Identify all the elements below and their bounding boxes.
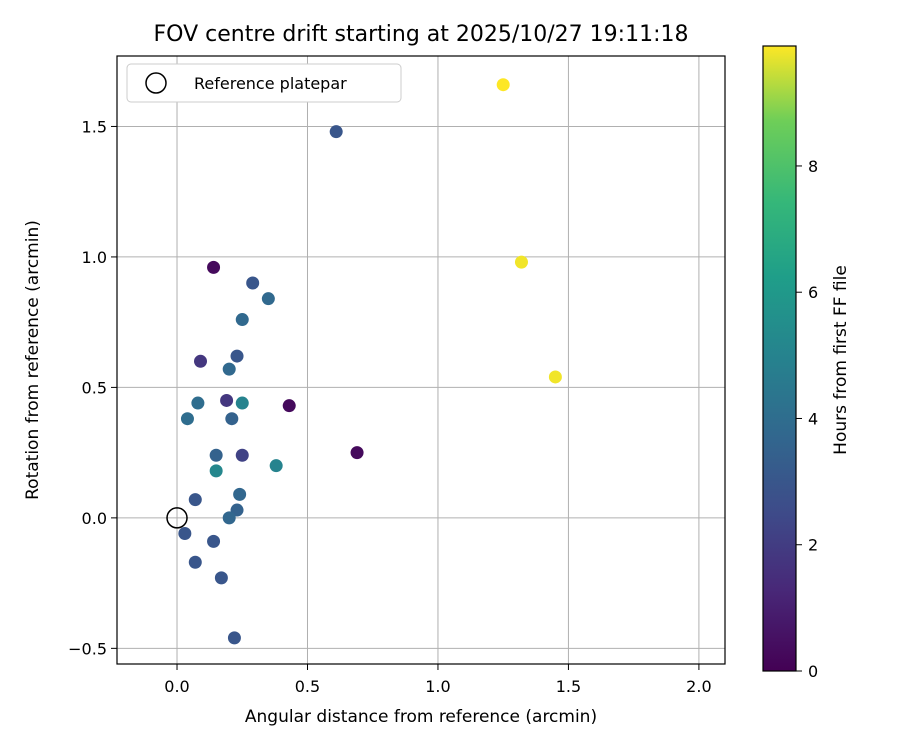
data-point — [180, 412, 194, 426]
data-point — [214, 571, 228, 585]
data-points — [178, 78, 562, 645]
legend-box — [126, 63, 402, 103]
grid — [117, 56, 725, 664]
data-point — [235, 396, 249, 410]
data-point — [282, 399, 296, 413]
colorbar-tick-label: 2 — [808, 536, 818, 555]
data-point — [235, 448, 249, 462]
data-point — [227, 631, 241, 645]
data-point — [225, 412, 239, 426]
x-tick-label: 2.0 — [686, 677, 711, 696]
y-axis-ticks: −0.5 0.0 0.5 1.0 1.5 — [68, 117, 117, 658]
data-point — [188, 555, 202, 569]
colorbar-tick-label: 8 — [808, 157, 818, 176]
reference-platepar-marker — [166, 507, 188, 529]
data-point — [188, 493, 202, 507]
x-tick-label: 1.5 — [556, 677, 581, 696]
data-point — [548, 370, 562, 384]
legend: Reference platepar — [126, 63, 402, 103]
colorbar-frame — [762, 45, 797, 672]
colorbar-tick-label: 6 — [808, 283, 818, 302]
data-point — [191, 396, 205, 410]
data-point — [207, 534, 221, 548]
y-axis-label: Rotation from reference (arcmin) — [23, 220, 43, 500]
x-tick-label: 0.0 — [164, 677, 189, 696]
data-point — [222, 362, 236, 376]
data-point — [220, 393, 234, 407]
data-point — [209, 464, 223, 478]
colorbar-tick-label: 0 — [808, 662, 818, 681]
data-point — [235, 313, 249, 327]
y-tick-label: −0.5 — [68, 639, 107, 658]
legend-marker-icon — [145, 72, 167, 94]
legend-entry-reference-platepar: Reference platepar — [194, 74, 347, 93]
plot-frame — [116, 55, 726, 665]
data-point — [194, 354, 208, 368]
y-tick-label: 0.0 — [82, 509, 107, 528]
y-tick-label: 1.5 — [82, 117, 107, 136]
y-tick-label: 0.5 — [82, 378, 107, 397]
data-point — [178, 527, 192, 541]
data-point — [230, 349, 244, 363]
colorbar-gradient — [763, 46, 796, 671]
x-axis-ticks: 0.0 0.5 1.0 1.5 2.0 — [164, 664, 712, 696]
x-axis-label: Angular distance from reference (arcmin) — [245, 707, 597, 727]
data-point — [207, 260, 221, 274]
colorbar-ticks: 0 2 4 6 8 — [796, 157, 818, 681]
colorbar-label: Hours from first FF file — [831, 265, 851, 455]
colorbar-tick-label: 4 — [808, 409, 818, 428]
data-point — [514, 255, 528, 269]
data-point — [246, 276, 260, 290]
chart-title: FOV centre drift starting at 2025/10/27 … — [154, 22, 689, 47]
colorbar: 0 2 4 6 8 Hours from first FF file — [762, 45, 851, 681]
data-point — [350, 446, 364, 460]
data-point — [269, 459, 283, 473]
data-point — [222, 511, 236, 525]
data-point — [233, 487, 247, 501]
data-point — [496, 78, 510, 92]
data-point — [329, 125, 343, 139]
y-tick-label: 1.0 — [82, 248, 107, 267]
data-point — [261, 292, 275, 306]
x-tick-label: 1.0 — [425, 677, 450, 696]
data-point — [209, 448, 223, 462]
x-tick-label: 0.5 — [295, 677, 320, 696]
